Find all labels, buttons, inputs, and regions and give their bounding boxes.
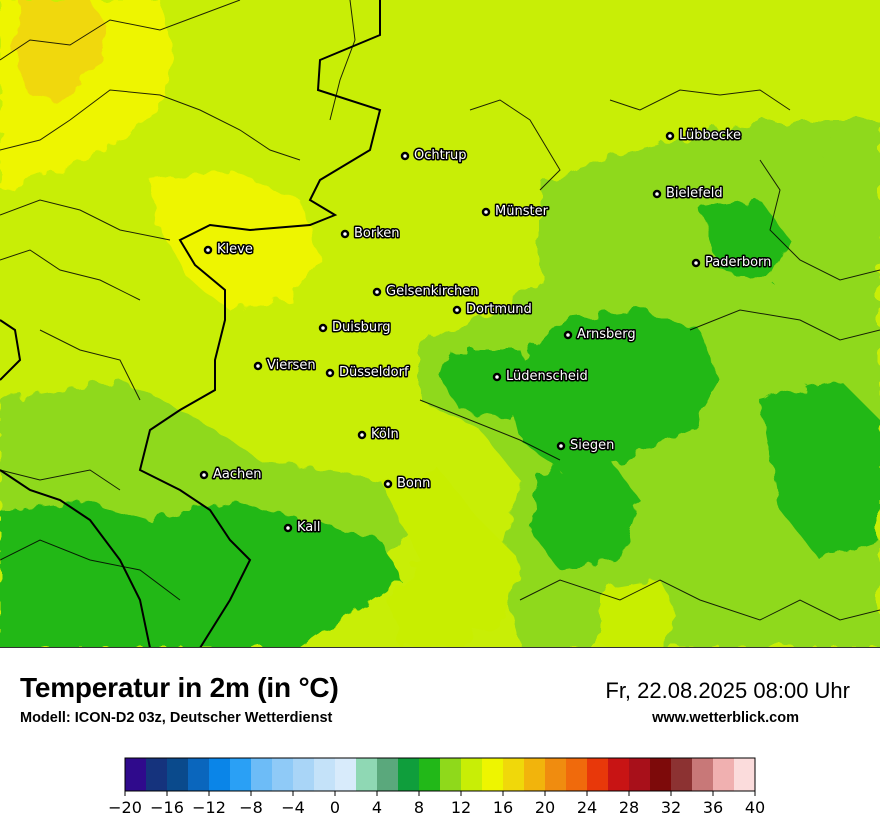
city-label-borken: Borken	[354, 226, 400, 241]
city-label-siegen: Siegen	[570, 438, 614, 453]
legend-swatch	[419, 758, 441, 791]
city-label-gelsenkirchen: Gelsenkirchen	[386, 284, 479, 299]
city-label-luedenscheid: Lüdenscheid	[506, 369, 588, 384]
state-borders	[0, 0, 880, 621]
city-label-duisburg: Duisburg	[332, 320, 391, 335]
legend-swatch	[209, 758, 231, 791]
legend-swatch	[566, 758, 588, 791]
legend-tick-label: 36	[703, 798, 723, 817]
city-label-luebbecke: Lübbecke	[679, 128, 741, 143]
legend-tick-label: 16	[493, 798, 513, 817]
legend-tick-label: 32	[661, 798, 681, 817]
legend-tick-label: 4	[372, 798, 382, 817]
legend-swatch	[629, 758, 651, 791]
city-label-viersen: Viersen	[267, 358, 316, 373]
legend-tick-label: 0	[330, 798, 340, 817]
city-label-bielefeld: Bielefeld	[666, 186, 723, 201]
legend-swatch	[146, 758, 168, 791]
city-label-aachen: Aachen	[213, 467, 261, 482]
legend-swatch	[230, 758, 252, 791]
legend-swatch	[167, 758, 189, 791]
legend-swatch	[188, 758, 210, 791]
city-label-kleve: Kleve	[217, 242, 253, 257]
legend-swatch	[440, 758, 462, 791]
city-labels: Lübbecke Ochtrup Bielefeld Münster Borke…	[212, 127, 773, 537]
legend-swatch	[356, 758, 378, 791]
city-label-kall: Kall	[297, 520, 321, 535]
legend-swatch	[461, 758, 483, 791]
cool-zone-green	[0, 120, 880, 647]
legend-swatch	[335, 758, 357, 791]
legend-swatch	[713, 758, 735, 791]
legend-tick-label: −8	[239, 798, 263, 817]
website-link[interactable]: www.wetterblick.com	[652, 710, 799, 726]
legend-tick-label: 40	[745, 798, 765, 817]
legend-tick-label: 24	[577, 798, 597, 817]
legend-swatch	[503, 758, 525, 791]
national-border	[0, 0, 382, 647]
city-label-duesseldorf: Düsseldorf	[339, 365, 409, 380]
warm-zone-northwest	[0, 0, 320, 310]
legend-tick-label: 28	[619, 798, 639, 817]
legend-tick-label: −12	[192, 798, 226, 817]
legend-swatch	[524, 758, 546, 791]
city-label-dortmund: Dortmund	[466, 302, 532, 317]
city-label-ochtrup: Ochtrup	[414, 148, 467, 163]
legend-tick-label: −20	[108, 798, 142, 817]
city-label-paderborn: Paderborn	[705, 255, 771, 270]
legend-swatch	[482, 758, 504, 791]
legend-tick-label: −16	[150, 798, 184, 817]
legend-swatch	[734, 758, 756, 791]
legend-border	[124, 757, 756, 792]
city-label-koeln: Köln	[371, 427, 399, 442]
legend-swatch	[671, 758, 693, 791]
legend-tick-label: 8	[414, 798, 424, 817]
legend-swatch	[251, 758, 273, 791]
mild-zone-patches	[380, 470, 680, 647]
legend-swatch	[650, 758, 672, 791]
temperature-map[interactable]: Lübbecke Ochtrup Bielefeld Münster Borke…	[0, 0, 880, 648]
legend-swatch	[272, 758, 294, 791]
city-label-arnsberg: Arnsberg	[577, 327, 636, 342]
color-scale-legend: −20 −16 −12 −8 −4 0 4 8 12 16 20 24 28 32 36 40	[108, 757, 765, 817]
legend-swatch	[293, 758, 315, 791]
map-footer: Temperatur in 2m (in °C) Modell: ICON-D2…	[0, 648, 880, 830]
legend-swatch	[125, 758, 147, 791]
legend-swatch	[398, 758, 420, 791]
map-canvas: Lübbecke Ochtrup Bielefeld Münster Borke…	[0, 0, 880, 647]
legend-swatch	[587, 758, 609, 791]
legend-swatch	[314, 758, 336, 791]
legend-swatch	[608, 758, 630, 791]
model-info: Modell: ICON-D2 03z, Deutscher Wetterdie…	[20, 710, 333, 726]
city-label-muenster: Münster	[495, 204, 549, 219]
legend-swatch	[377, 758, 399, 791]
legend-swatches	[124, 757, 756, 792]
map-title: Temperatur in 2m (in °C)	[20, 672, 339, 703]
legend-tick-label: 12	[451, 798, 471, 817]
legend-tick-label: 20	[535, 798, 555, 817]
forecast-datetime: Fr, 22.08.2025 08:00 Uhr	[605, 678, 850, 703]
legend-swatch	[692, 758, 714, 791]
legend-tick-label: −4	[281, 798, 305, 817]
legend-ticks: −20 −16 −12 −8 −4 0 4 8 12 16 20 24 28 32 36 40	[108, 791, 765, 817]
city-markers	[199, 131, 701, 533]
city-label-bonn: Bonn	[397, 476, 430, 491]
legend-swatch	[545, 758, 567, 791]
